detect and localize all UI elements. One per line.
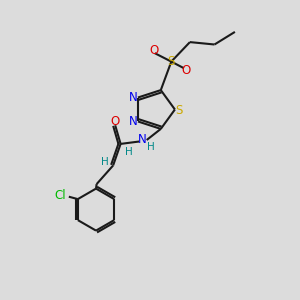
Text: H: H: [147, 142, 154, 152]
Text: N: N: [138, 133, 147, 146]
Text: Cl: Cl: [55, 189, 66, 202]
Text: O: O: [182, 64, 191, 77]
Text: O: O: [110, 115, 119, 128]
Text: H: H: [125, 147, 133, 157]
Text: S: S: [176, 104, 183, 118]
Text: N: N: [129, 91, 138, 104]
Text: N: N: [129, 115, 138, 128]
Text: S: S: [168, 55, 175, 68]
Text: H: H: [101, 157, 109, 167]
Text: O: O: [150, 44, 159, 57]
